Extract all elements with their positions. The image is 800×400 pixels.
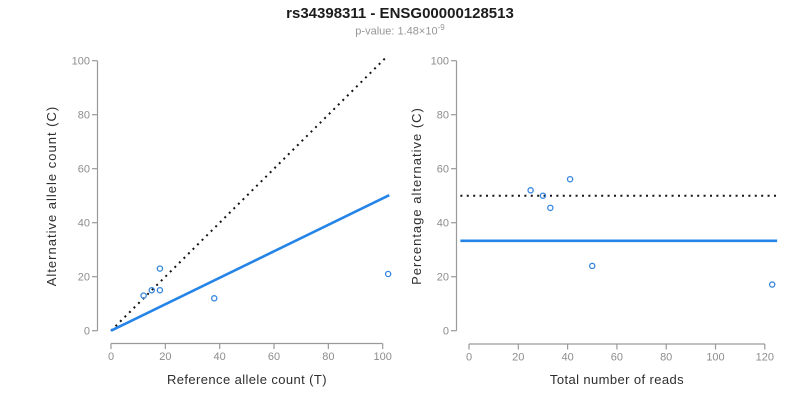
x-axis-title: Reference allele count (T) (167, 372, 327, 387)
data-point (156, 286, 164, 294)
identity-diagonal-line (110, 55, 388, 332)
y-tick-label: 60 (437, 164, 449, 176)
data-point (547, 204, 554, 212)
x-tick-label: 80 (322, 351, 334, 363)
y-tick-label: 20 (437, 272, 449, 284)
right-scatter-plot: 0 20 40 60 80 100 0 20 40 60 80 100 120 Total number … (410, 56, 778, 387)
pvalue-text: p-value: 1.48×10 (355, 25, 438, 38)
y-tick-label: 20 (78, 272, 90, 284)
y-tick-label: 40 (78, 218, 90, 230)
x-tick-label: 100 (374, 351, 392, 363)
data-point (539, 192, 547, 199)
pvalue-exponent: -9 (437, 23, 445, 32)
x-tick-label: 20 (512, 352, 524, 364)
x-tick-label: 40 (561, 352, 573, 364)
x-tick-label: 40 (214, 351, 226, 363)
x-tick-label: 80 (660, 352, 672, 364)
y-tick-label: 40 (437, 218, 449, 230)
x-tick-label: 100 (706, 352, 724, 364)
data-point (384, 270, 392, 278)
y-axis-title: Alternative allele count (C) (44, 106, 59, 286)
y-tick-label: 80 (437, 110, 449, 122)
y-tick-label: 100 (72, 56, 90, 68)
data-point (768, 281, 776, 288)
data-point (210, 295, 218, 302)
y-tick-label: 60 (78, 164, 90, 176)
data-point (148, 286, 156, 294)
data-point (140, 292, 147, 299)
data-point (527, 187, 534, 194)
y-axis-title: Percentage alternative (C) (410, 107, 424, 285)
left-scatter-plot: 0 20 40 60 80 100 0 20 40 60 80 100 Reference allele… (44, 55, 392, 388)
y-tick-label: 100 (431, 56, 449, 68)
x-tick-label: 60 (268, 351, 280, 363)
y-tick-label: 0 (443, 326, 449, 338)
data-point (156, 265, 164, 272)
x-axis-title: Total number of reads (550, 372, 684, 387)
data-point (566, 175, 574, 183)
data-point (588, 262, 596, 270)
x-tick-label: 120 (756, 352, 774, 364)
x-tick-label: 0 (108, 351, 114, 363)
x-tick-label: 0 (466, 352, 472, 364)
fitted-slope-line (110, 193, 390, 332)
y-tick-label: 0 (84, 326, 90, 338)
x-tick-label: 20 (159, 351, 171, 363)
figure-title: rs34398311 - ENSG00000128513 (286, 5, 514, 22)
x-tick-label: 60 (611, 352, 623, 364)
y-tick-label: 80 (78, 110, 90, 122)
figure-subtitle: p-value: 1.48×10-9 (0, 23, 800, 38)
